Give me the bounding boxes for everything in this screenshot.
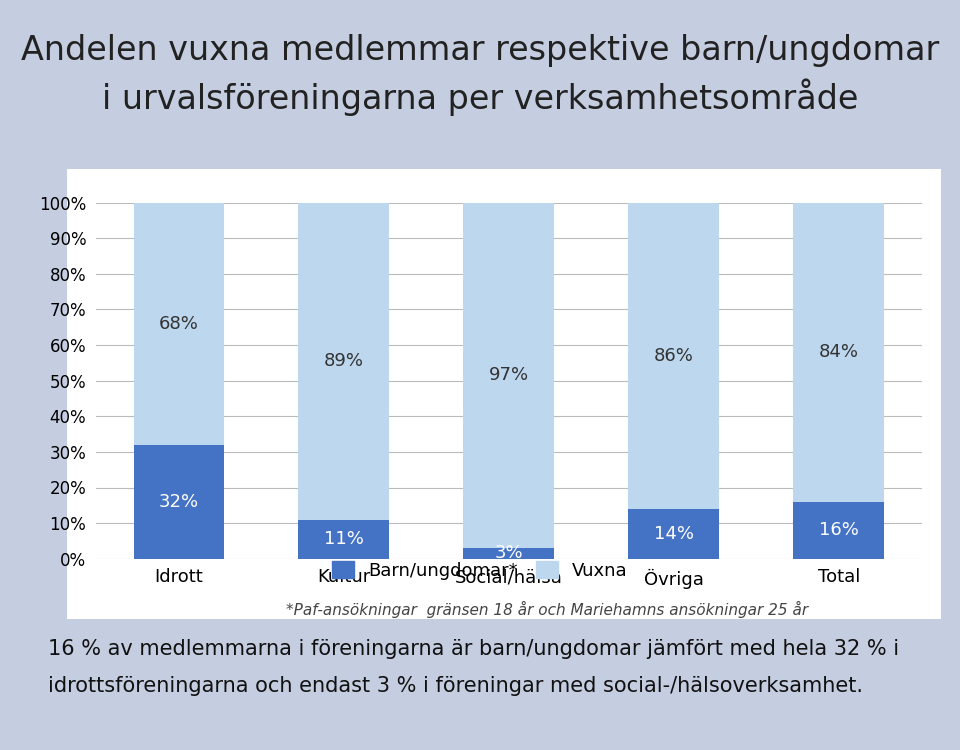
Bar [793, 502, 884, 559]
Bar [629, 202, 719, 508]
Text: 32%: 32% [158, 493, 199, 511]
Bar [299, 202, 389, 520]
Text: 89%: 89% [324, 352, 364, 370]
Text: Andelen vuxna medlemmar respektive barn/ungdomar: Andelen vuxna medlemmar respektive barn/… [21, 34, 939, 67]
Bar [133, 202, 225, 445]
Text: *Paf-ansökningar  gränsen 18 år och Mariehamns ansökningar 25 år: *Paf-ansökningar gränsen 18 år och Marie… [286, 601, 808, 617]
Text: 16 % av medlemmarna i föreningarna är barn/ungdomar jämfört med hela 32 % i: 16 % av medlemmarna i föreningarna är ba… [48, 639, 900, 658]
Text: idrottsföreningarna och endast 3 % i föreningar med social-/hälsoverksamhet.: idrottsföreningarna och endast 3 % i för… [48, 676, 863, 696]
Bar [793, 202, 884, 502]
Text: 16%: 16% [819, 521, 858, 539]
Text: 11%: 11% [324, 530, 364, 548]
Text: 97%: 97% [489, 366, 529, 384]
Text: 68%: 68% [159, 315, 199, 333]
Bar [629, 509, 719, 559]
Text: 84%: 84% [819, 344, 858, 362]
Bar [133, 445, 225, 559]
Text: 86%: 86% [654, 346, 694, 364]
Text: 14%: 14% [654, 525, 694, 543]
Bar [299, 520, 389, 559]
Text: i urvalsföreningarna per verksamhetsområde: i urvalsföreningarna per verksamhetsområ… [102, 79, 858, 116]
Legend: Barn/ungdomar*, Vuxna: Barn/ungdomar*, Vuxna [332, 562, 628, 580]
Text: 3%: 3% [494, 544, 523, 562]
Bar [464, 548, 554, 559]
Bar [464, 202, 554, 548]
